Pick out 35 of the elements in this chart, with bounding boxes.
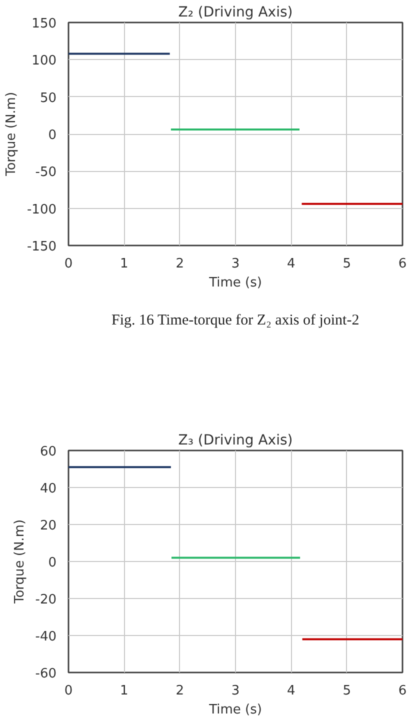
y-tick-label: 0 [48,556,57,570]
caption: Fig. 16 Time-torque for Z₂ axis of joint-2 [112,312,360,328]
chart-title: Z₃ (Driving Axis) [178,432,293,448]
y-tick-label: -40 [35,630,56,644]
x-tick-label: 6 [398,684,407,698]
y-tick-label: -100 [26,202,57,218]
x-tick-label: 4 [287,256,296,272]
y-tick-label: 50 [40,90,57,106]
y-tick-label: -150 [26,240,57,254]
x-tick-label: 6 [398,256,407,272]
x-axis-title: Time (s) [208,702,262,718]
x-tick-label: 3 [231,684,240,698]
y-tick-label: 100 [32,54,57,69]
y-tick-label: -20 [35,592,56,608]
x-tick-label: 2 [176,256,184,272]
y-tick-label: 60 [40,444,57,460]
x-tick-label: 3 [231,256,240,272]
x-tick-label: 5 [342,684,351,698]
x-tick-label: 1 [120,684,128,698]
y-tick-label: 150 [32,16,57,32]
x-tick-label: 1 [120,256,128,272]
y-tick-label: -50 [35,165,56,180]
x-tick-label: 5 [342,256,351,272]
x-tick-label: 2 [176,684,184,698]
x-axis-title: Time (s) [208,276,262,290]
x-tick-label: 0 [64,256,73,272]
chart-title: Z₂ (Driving Axis) [178,4,293,20]
y-axis-title: Torque (N.m) [12,519,28,605]
y-tick-label: 40 [40,482,57,496]
y-tick-label: -60 [35,666,56,682]
y-tick-label: 20 [40,518,57,534]
y-tick-label: 0 [48,128,57,143]
y-axis-title: Torque (N.m) [4,92,19,178]
x-tick-label: 4 [287,684,296,698]
x-tick-label: 0 [64,684,73,698]
